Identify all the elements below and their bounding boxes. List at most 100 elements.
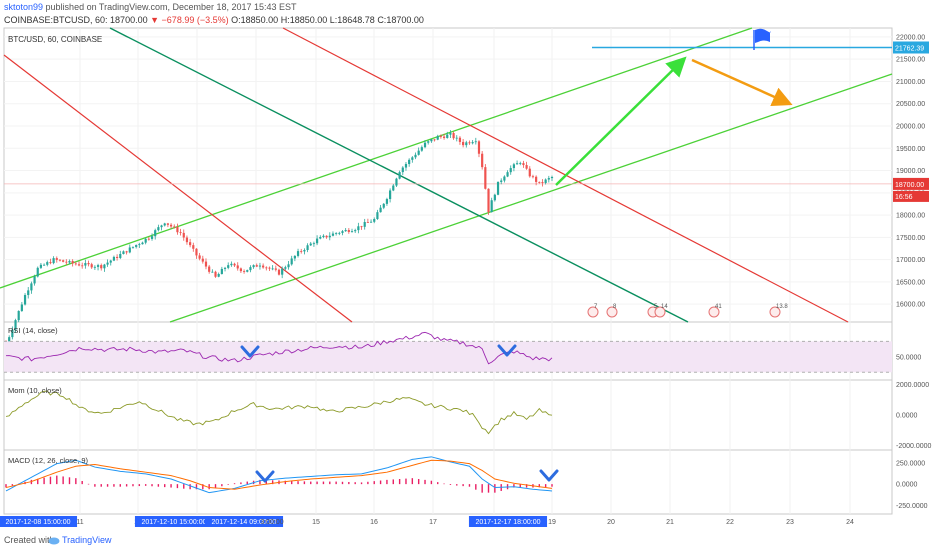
candle-body: [544, 179, 547, 183]
last-price-badge: 18700.00: [895, 182, 924, 189]
candle-body: [487, 188, 490, 213]
candle-body: [481, 153, 484, 168]
macd-histogram-bar: [417, 479, 420, 485]
candle-body: [525, 165, 528, 169]
candle-body: [360, 226, 363, 228]
candle-body: [220, 268, 223, 275]
candle-body: [189, 242, 192, 246]
level-price-badge-bg: [893, 41, 929, 54]
macd-histogram-bar: [424, 479, 426, 485]
candle-body: [281, 268, 284, 275]
candle-body: [195, 248, 198, 256]
candle-body: [455, 137, 458, 139]
check-mark-icon: [497, 344, 517, 357]
macd-histogram-bar: [81, 481, 83, 485]
time-badge-label: 2017-12-10 15:00:00: [142, 519, 207, 526]
candle-body: [55, 258, 58, 260]
candle-body: [8, 337, 11, 345]
candle-body: [173, 226, 176, 228]
price-tick-label: 20500.00: [896, 101, 925, 108]
candle-body: [522, 163, 525, 166]
down-arrow-icon: ▼: [150, 15, 160, 25]
candle-body: [106, 262, 109, 265]
indicators: [4, 331, 892, 494]
event-marker-icon: [587, 306, 599, 318]
candle-body: [179, 232, 182, 234]
event-marker: 7: [587, 304, 599, 318]
macd-histogram-bar: [341, 481, 344, 485]
tradingview-link[interactable]: TradingView: [62, 535, 112, 545]
candle-body: [125, 251, 128, 253]
candle-body: [319, 237, 322, 239]
macd-histogram-bar: [462, 484, 464, 487]
flag-icon: [753, 28, 771, 50]
pane-border: [3, 449, 893, 515]
macd-histogram-bar: [75, 478, 77, 485]
candle-body: [239, 268, 243, 272]
high-value: H:18850.00: [280, 15, 328, 25]
time-tick-label: 24: [846, 519, 854, 526]
candle-body: [538, 181, 541, 183]
macd-histogram-bar: [475, 484, 477, 490]
macd-histogram-bar: [487, 484, 490, 493]
macd-histogram-bar: [551, 484, 553, 487]
macd-histogram-bar: [56, 475, 58, 485]
author-link[interactable]: sktoton99: [4, 2, 44, 12]
check-mark-icon: [539, 469, 559, 482]
event-marker: 8: [606, 304, 618, 318]
candle-body: [201, 258, 204, 262]
event-marker-label: 8: [613, 304, 617, 310]
macd-histogram-bar: [322, 481, 325, 485]
candle-body: [363, 222, 366, 227]
price-tick-label: 22000.00: [896, 34, 925, 41]
candle-body: [112, 256, 116, 261]
candle-body: [436, 136, 439, 140]
event-marker: 13.8: [769, 304, 788, 318]
macd-histogram-bar: [87, 483, 90, 485]
candle-body: [503, 176, 506, 181]
candle-body: [401, 167, 404, 173]
candle-body: [385, 199, 389, 204]
candle-body: [309, 243, 312, 246]
macd-histogram-bar: [214, 484, 217, 488]
candle-body: [446, 134, 449, 138]
candle-body: [315, 238, 319, 244]
candle-body: [204, 261, 208, 267]
candle-body: [395, 178, 398, 186]
signal-line: [5, 459, 553, 490]
time-tick-label: 11: [76, 519, 83, 526]
macd-histogram-bar: [513, 484, 515, 488]
pane-border: [3, 379, 893, 451]
price-tick-label: 19000.00: [896, 168, 925, 175]
candle-body: [519, 163, 522, 164]
candle-body: [512, 164, 516, 169]
candle-body: [335, 233, 338, 234]
candle-body: [217, 274, 220, 277]
candle-body: [277, 269, 281, 275]
candle-body: [103, 264, 106, 269]
macd-histogram-bar: [481, 484, 483, 493]
candle-body: [290, 258, 293, 265]
candle-body: [490, 200, 493, 213]
price-tick-label: 21500.00: [896, 57, 925, 64]
macd-histogram-bar: [525, 484, 528, 488]
macd-histogram-bar: [68, 477, 71, 485]
countdown-badge: 16:56: [895, 194, 913, 201]
time-tick-label: 20: [607, 519, 615, 526]
macd-histogram-bar: [132, 484, 134, 487]
candle-body: [58, 259, 62, 261]
macd-pane-title: MACD (12, 26, close, 9): [8, 456, 89, 465]
candle-body: [17, 310, 20, 321]
candle-body: [509, 168, 512, 173]
candle-body: [322, 235, 325, 238]
time-badge-bg: [204, 516, 284, 527]
candle-body: [379, 207, 382, 213]
macd-histogram-bar: [233, 483, 236, 485]
candle-body: [36, 267, 39, 277]
candle-body: [389, 190, 392, 200]
candle-body: [427, 141, 430, 143]
candle-body: [331, 233, 335, 236]
candle-body: [344, 230, 347, 232]
macd-histogram-bar: [259, 479, 261, 485]
